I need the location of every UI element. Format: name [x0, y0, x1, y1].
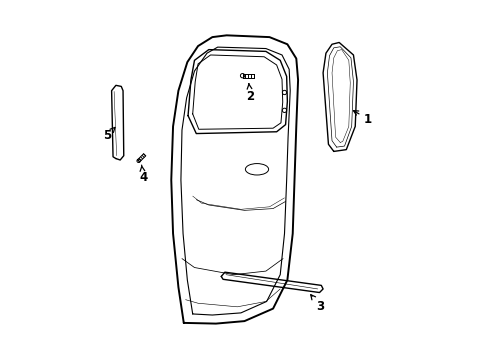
Text: 4: 4: [139, 165, 147, 184]
Text: 5: 5: [103, 127, 115, 142]
Text: 2: 2: [246, 84, 254, 103]
Text: 1: 1: [353, 111, 371, 126]
Text: 3: 3: [310, 295, 324, 313]
